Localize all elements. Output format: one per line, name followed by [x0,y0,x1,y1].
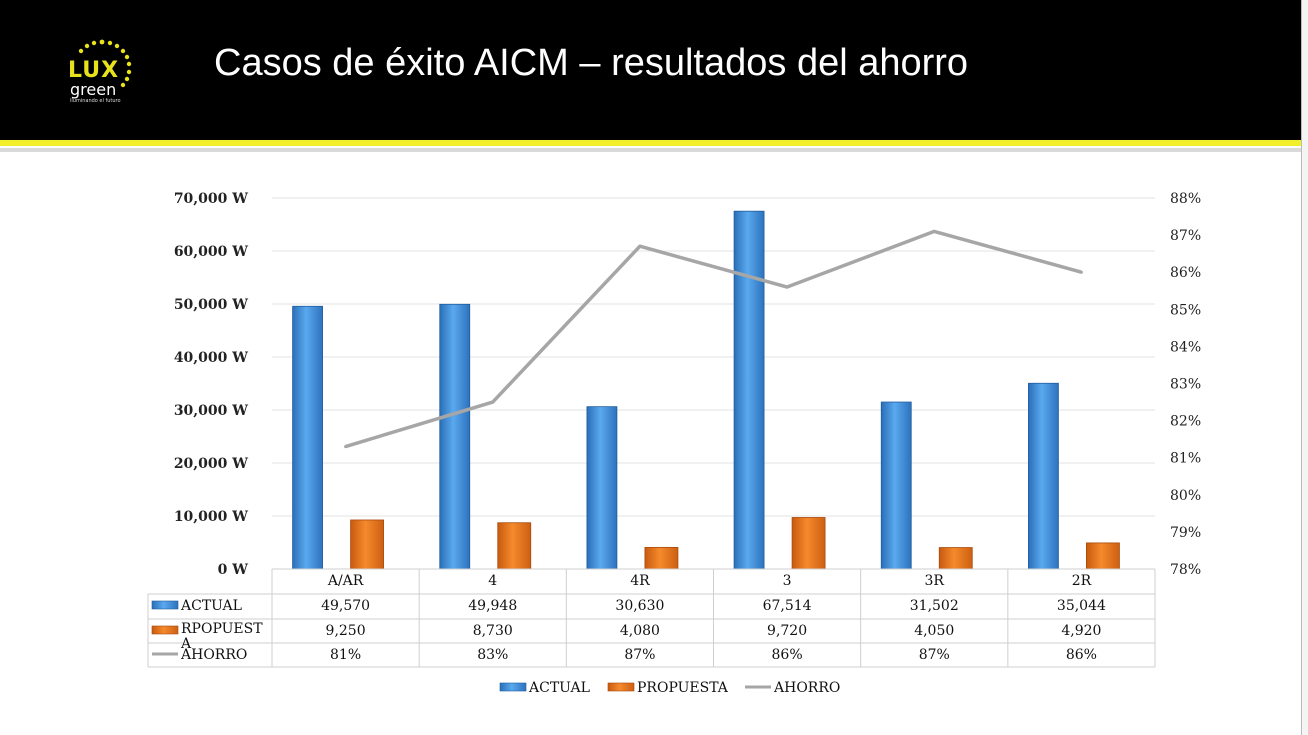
table-cell: 8,730 [473,623,513,639]
y-right-tick-label: 79% [1170,525,1201,541]
table-cell: 83% [477,647,508,663]
y-left-tick-label: 60,000 W [174,244,248,260]
table-cell: 87% [919,647,950,663]
logo-dots-icon [78,39,132,88]
y-left-tick-label: 70,000 W [174,191,248,207]
y-left-tick-label: 0 W [218,562,249,578]
table-row-label: ACTUAL [180,598,242,614]
ahorro-line-path [345,229,1082,449]
slide-title: Casos de éxito AICM – resultados del aho… [214,42,969,84]
y-left-tick-label: 20,000 W [174,456,248,472]
data-table: A/AR 4 4R 3 3R 2R ACTUAL 49,570 49,948 30,630 67,5… [147,568,1156,668]
y-left-tick-label: 30,000 W [174,403,248,419]
bar-actual [292,305,323,570]
y-right-tick-label: 88% [1170,191,1201,207]
x-category-label: A/AR [327,573,364,589]
ahorro-point [785,285,789,289]
window-edge [1301,0,1308,735]
bars [292,210,1120,570]
bar-actual [880,401,912,570]
x-category-label: 3 [783,573,792,589]
x-category-label: 4R [630,573,650,589]
bar-propuesta [644,546,679,570]
legend-key-actual [151,600,179,610]
table-cell: 4,050 [914,623,954,639]
bar-actual [439,303,471,570]
y-right-tick-label: 85% [1170,302,1201,318]
y-right-tick-label: 84% [1170,339,1201,355]
bar-actual [1028,382,1059,570]
y-left-tick-label: 10,000 W [174,509,248,525]
table-cell: 81% [330,647,361,663]
header-stripe-gray [0,148,1308,152]
ahorro-point [932,229,936,233]
table-cell: 86% [1066,647,1097,663]
y-right-tick-label: 86% [1170,265,1201,281]
table-row-label-wrap: A [180,636,192,652]
table-cell: 4,920 [1061,623,1101,639]
ahorro-line [344,229,1083,449]
legend-label: AHORRO [773,680,840,696]
table-row-label: AHORRO [180,647,247,663]
legend: ACTUAL PROPUESTA AHORRO [499,680,840,696]
table-cell: 49,948 [468,598,517,614]
table-cell: 87% [624,647,655,663]
y-axis-right: 78% 79% 80% 81% 82% 83% 84% 85% 86% 87% 88% [1170,191,1201,578]
table-cell: 35,044 [1057,598,1106,614]
ahorro-point [1079,270,1083,274]
table-cell: 86% [772,647,803,663]
y-right-tick-label: 78% [1170,562,1201,578]
table-cell: 30,630 [615,598,664,614]
luxgreen-logo: LUX green iluminando el futuro [62,36,142,108]
bar-propuesta [497,522,532,570]
bar-propuesta [791,517,826,570]
legend-swatch-propuesta [607,682,635,692]
y-right-tick-label: 82% [1170,414,1201,430]
y-right-tick-label: 81% [1170,451,1201,467]
table-cell: 9,250 [326,623,366,639]
ahorro-point [491,400,495,404]
y-left-tick-label: 40,000 W [174,350,248,366]
table-row-label: RPOPUEST [181,621,263,637]
bar-propuesta [1086,542,1120,570]
legend-label: ACTUAL [528,680,590,696]
table-cell: 9,720 [767,623,807,639]
bar-actual [733,210,765,570]
gridlines [272,197,1155,517]
table-cell: 67,514 [763,598,812,614]
y-left-tick-label: 50,000 W [174,297,248,313]
y-right-tick-label: 80% [1170,488,1201,504]
x-category-label: 3R [925,573,945,589]
legend-label: PROPUESTA [637,680,729,696]
y-right-tick-label: 83% [1170,377,1201,393]
x-category-label: 4 [488,573,497,589]
bar-actual [586,406,618,570]
y-right-tick-label: 87% [1170,228,1201,244]
table-cell: 4,080 [620,623,660,639]
ahorro-point [638,244,642,248]
bar-propuesta [938,547,973,570]
y-axis-left: 0 W 10,000 W 20,000 W 30,000 W 40,000 W 50,00… [174,191,248,578]
table-cell: 49,570 [321,598,370,614]
legend-key-propuesta [151,625,179,635]
bar-propuesta [350,519,384,570]
logo-green-text: green [70,80,117,99]
table-cell: 31,502 [910,598,959,614]
logo-lux-text: LUX [68,58,120,83]
ahorro-point [344,445,348,449]
title-bar [0,0,1308,140]
legend-swatch-actual [499,682,527,692]
logo-tagline: iluminando el futuro [70,98,121,104]
header-stripe [0,140,1308,146]
x-category-label: 2R [1072,573,1092,589]
